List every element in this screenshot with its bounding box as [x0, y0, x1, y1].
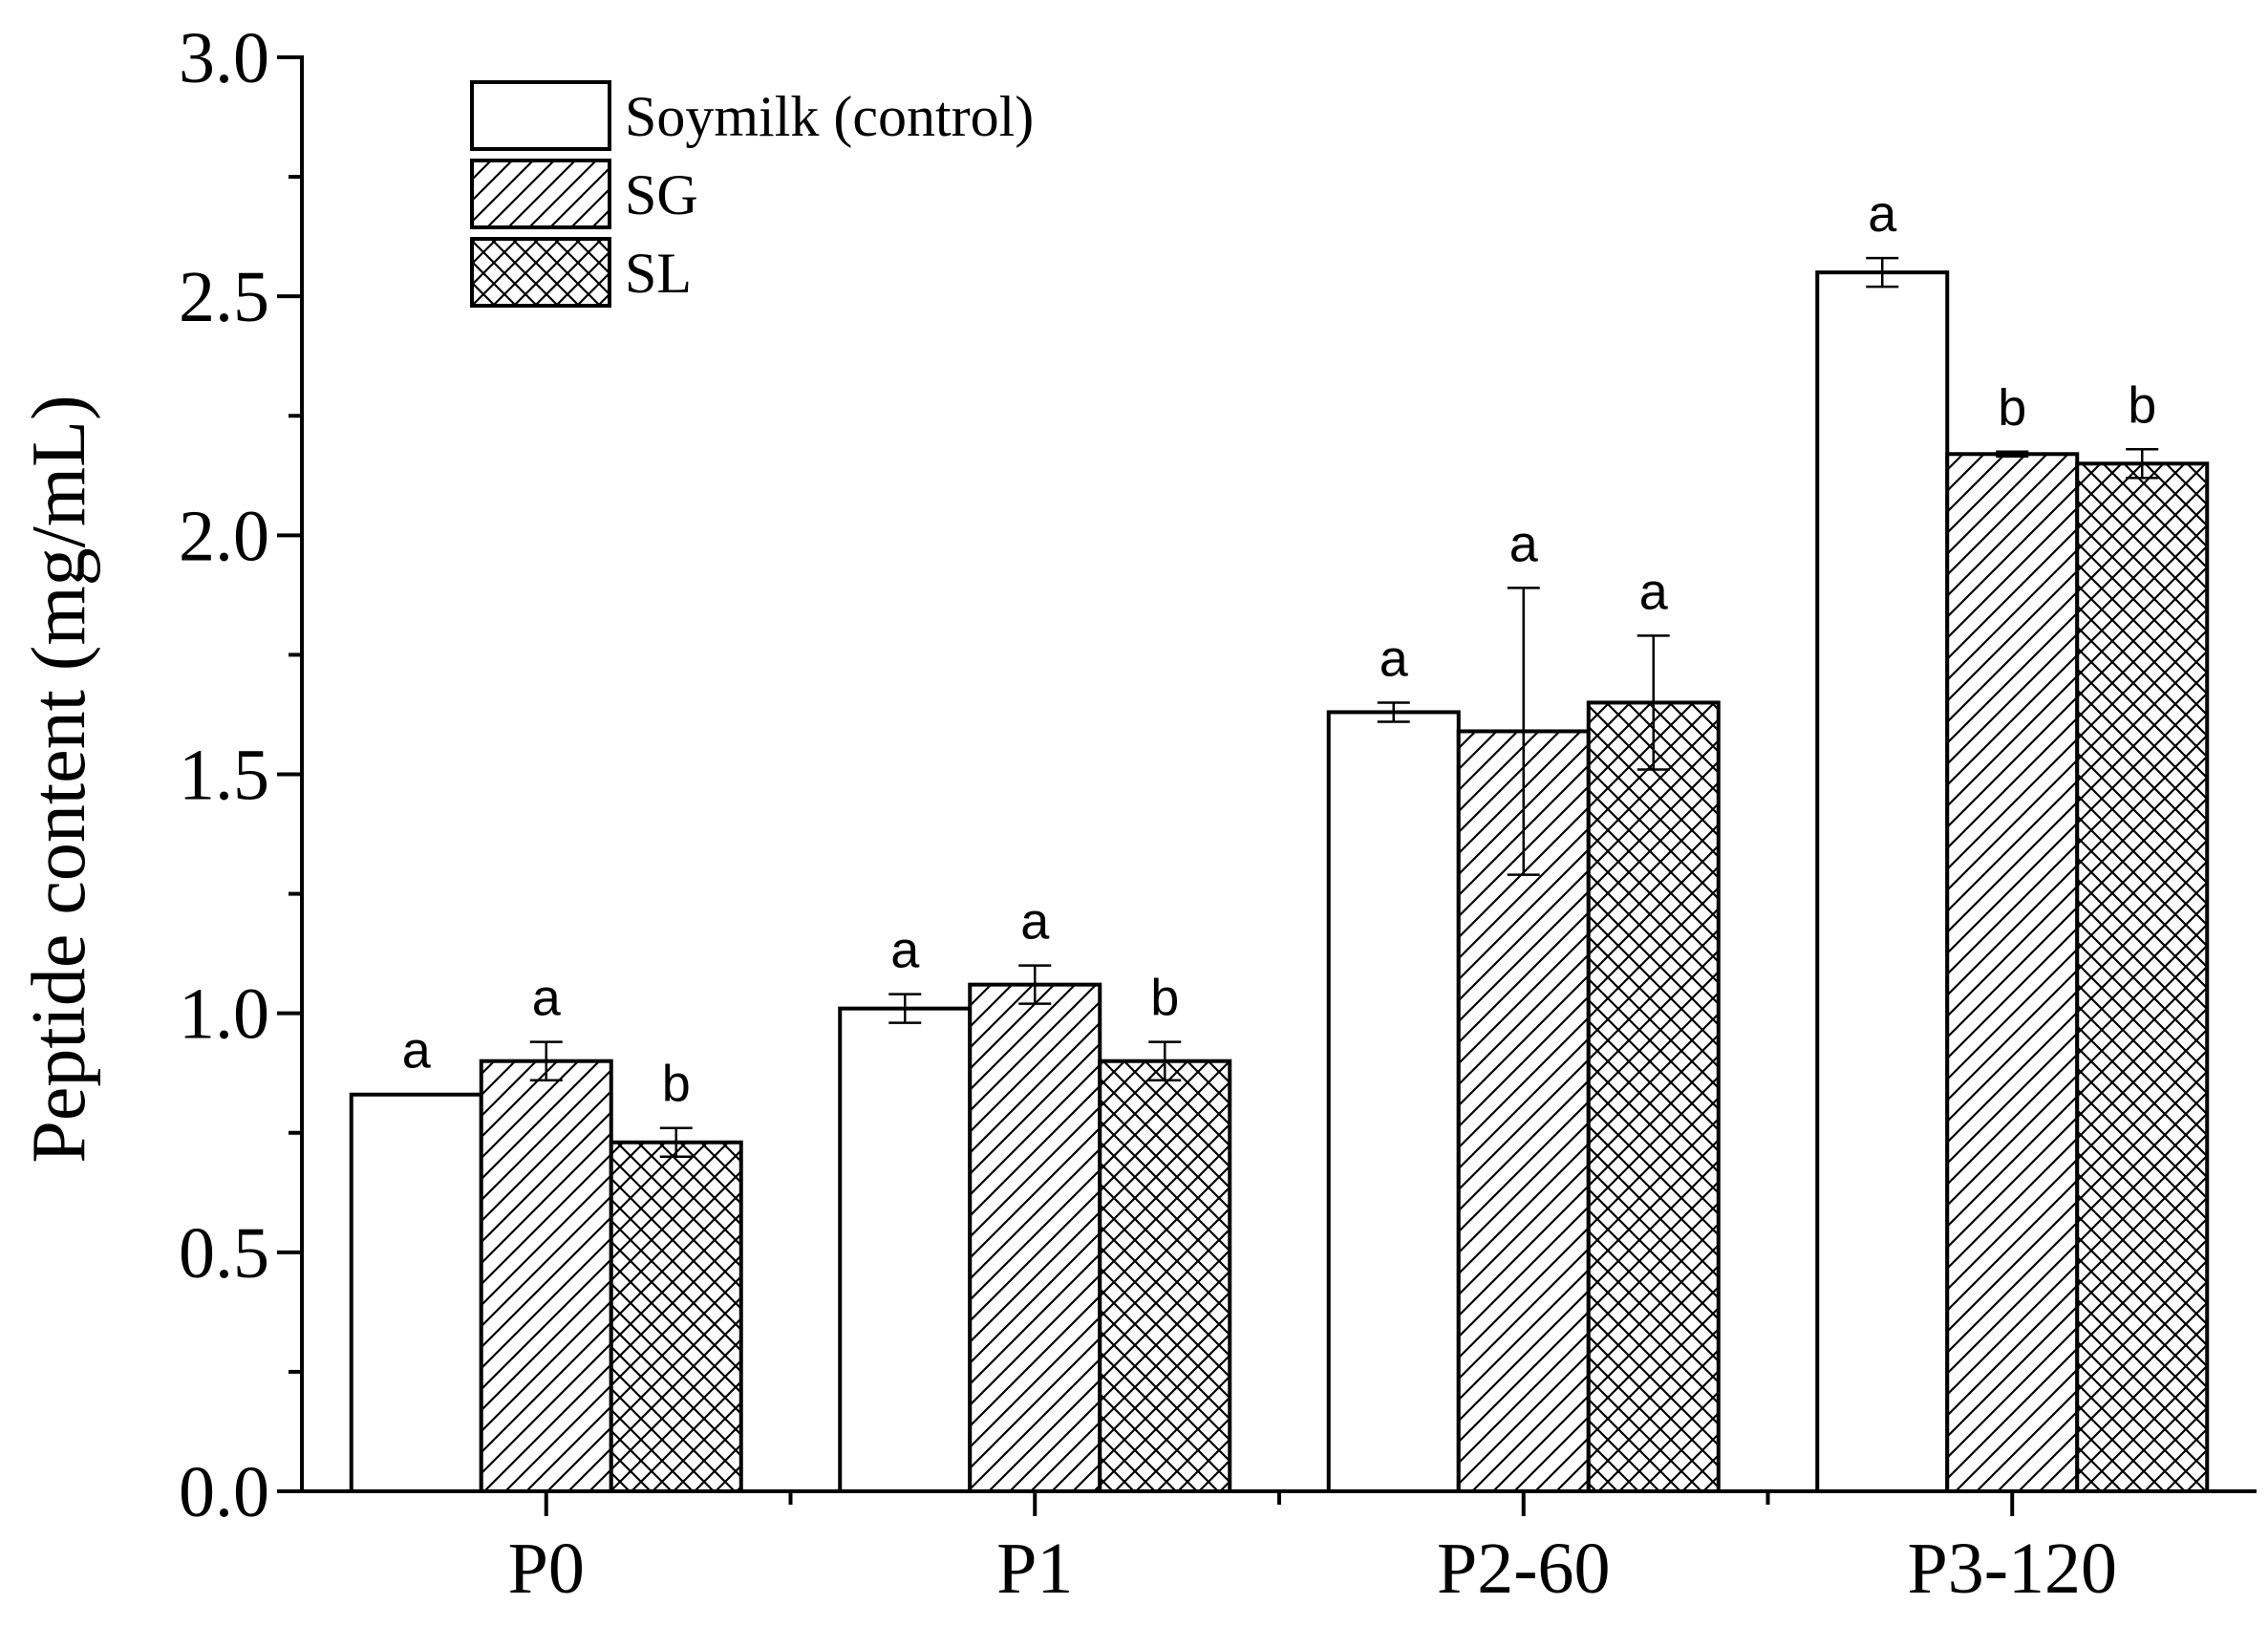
significance-label: a — [532, 970, 562, 1027]
bar-diagonal-P3-120 — [1945, 452, 2080, 1494]
bar-crosshatch-P3-120 — [2075, 461, 2210, 1493]
significance-label: a — [1509, 515, 1539, 572]
legend-swatch-none — [470, 80, 611, 151]
bar-none-P1 — [838, 1006, 973, 1493]
legend-label: Soymilk (control) — [625, 85, 1034, 148]
bar-none-P0 — [349, 1092, 483, 1494]
legend-label: SG — [625, 163, 698, 226]
bar-crosshatch-P2-60 — [1586, 700, 1721, 1493]
significance-label: b — [662, 1056, 691, 1113]
significance-label: b — [2128, 376, 2156, 434]
legend-swatch-crosshatch — [470, 237, 611, 308]
y-tick-label: 0.5 — [179, 1213, 269, 1294]
significance-label: b — [1150, 970, 1179, 1027]
legend-swatch-diagonal — [470, 159, 611, 229]
y-tick-label: 2.5 — [179, 257, 269, 337]
significance-label: a — [1868, 185, 1897, 243]
bar-crosshatch-P1 — [1098, 1059, 1232, 1493]
bar-diagonal-P0 — [479, 1059, 613, 1493]
significance-label: a — [402, 1022, 432, 1080]
y-tick-label: 1.0 — [179, 974, 269, 1055]
bar-none-P2-60 — [1326, 710, 1461, 1493]
bar-none-P3-120 — [1815, 270, 1950, 1493]
bar-diagonal-P1 — [968, 982, 1102, 1493]
y-axis-title: Peptide content (mg/mL) — [17, 395, 101, 1163]
significance-label: a — [890, 922, 920, 979]
x-tick-label: P0 — [508, 1529, 585, 1609]
x-tick-label: P3-120 — [1907, 1529, 2117, 1609]
significance-label: a — [1639, 563, 1669, 620]
y-tick-label: 2.0 — [179, 496, 269, 576]
x-tick-label: P1 — [996, 1529, 1073, 1609]
bar-crosshatch-P0 — [609, 1140, 743, 1494]
x-tick-label: P2-60 — [1437, 1529, 1611, 1609]
y-tick-label: 0.0 — [179, 1452, 269, 1532]
significance-label: b — [1998, 379, 2026, 437]
legend-label: SL — [625, 242, 692, 305]
significance-label: a — [1020, 893, 1050, 951]
y-tick-label: 1.5 — [179, 736, 269, 816]
significance-label: a — [1380, 630, 1409, 687]
y-tick-label: 3.0 — [179, 18, 269, 98]
